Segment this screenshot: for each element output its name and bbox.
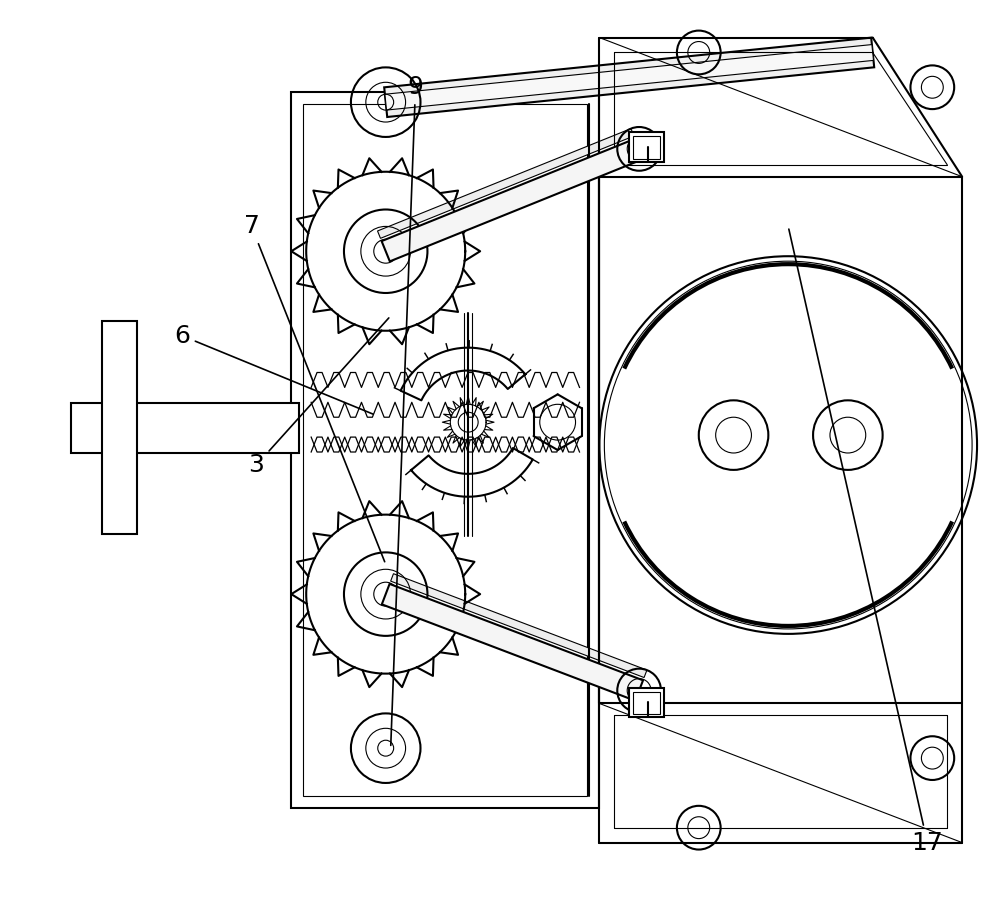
Bar: [629, 132, 664, 162]
Bar: [291, 92, 599, 808]
Polygon shape: [384, 38, 874, 117]
Polygon shape: [385, 44, 874, 110]
Polygon shape: [382, 584, 643, 700]
Bar: [71, 404, 299, 453]
Bar: [633, 136, 660, 158]
Bar: [102, 320, 137, 535]
Bar: [629, 688, 664, 718]
Polygon shape: [391, 574, 647, 678]
Polygon shape: [378, 129, 634, 238]
Text: 3: 3: [249, 318, 389, 477]
Text: 7: 7: [244, 214, 385, 562]
Polygon shape: [382, 138, 643, 262]
Bar: [303, 104, 587, 795]
Text: 6: 6: [174, 324, 373, 414]
Bar: [633, 691, 660, 714]
Text: 9: 9: [391, 75, 423, 746]
Text: 17: 17: [789, 229, 943, 854]
